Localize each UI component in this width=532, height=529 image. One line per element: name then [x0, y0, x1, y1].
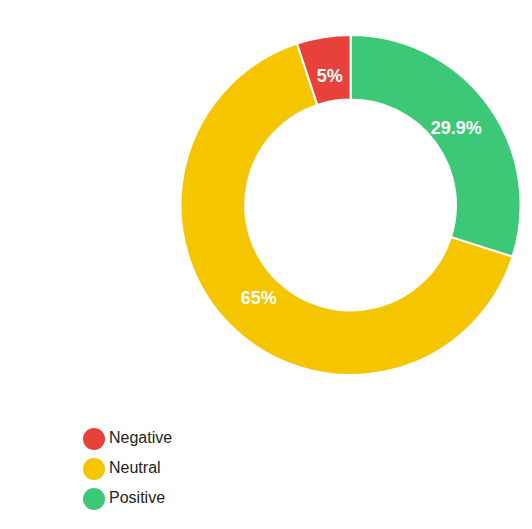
- html-text:Neutral: Neutral: [109, 459, 161, 476]
- svg-text:5%: 5%: [317, 66, 343, 86]
- svg-text:29.9%: 29.9%: [431, 118, 482, 138]
- svg-text:65%: 65%: [241, 288, 277, 308]
- html-text:Positive: Positive: [109, 489, 165, 506]
- html-text:Negative: Negative: [109, 429, 173, 446]
